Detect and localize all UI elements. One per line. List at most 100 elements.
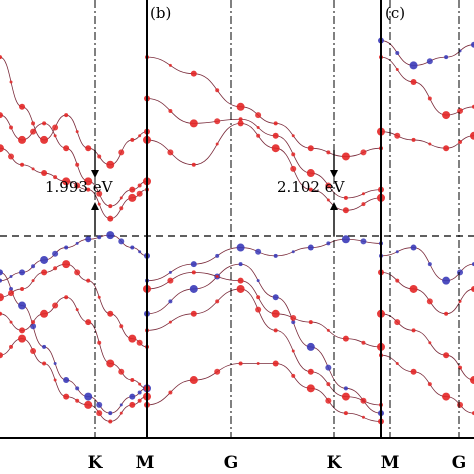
band-point — [457, 107, 464, 114]
band-point — [130, 378, 135, 383]
band-point — [214, 118, 221, 125]
x-tick-label: M — [136, 453, 155, 473]
band-point — [137, 390, 142, 395]
panel-2 — [143, 0, 385, 438]
band-point — [326, 198, 330, 202]
labels-layer: K M 1.993 eV G K 2.102 eV (b) M G (c) — [45, 4, 466, 473]
band-point — [0, 278, 2, 283]
band-point — [271, 144, 280, 153]
band-point — [409, 61, 418, 70]
band-point — [168, 63, 172, 67]
band-point — [444, 55, 449, 60]
band-point — [291, 320, 296, 325]
band-point — [0, 112, 3, 119]
band-point — [86, 278, 91, 283]
band-point — [342, 335, 349, 342]
band-point — [442, 111, 451, 120]
band-point — [426, 298, 433, 305]
band-point — [341, 152, 350, 161]
band-point — [75, 162, 80, 167]
band-point — [325, 182, 332, 189]
band-point — [410, 368, 417, 375]
band-point — [215, 275, 219, 279]
band-point — [306, 342, 315, 351]
x-tick-label: K — [88, 453, 104, 473]
band-point — [106, 160, 115, 169]
band-point — [63, 145, 70, 152]
band-point — [190, 261, 197, 268]
x-tick-label: K — [327, 453, 343, 473]
band-point — [307, 368, 314, 375]
band-point — [255, 112, 262, 119]
band-point — [129, 393, 136, 400]
band-point — [31, 167, 35, 171]
band-line — [380, 247, 474, 282]
band-point — [9, 320, 13, 324]
band-point — [8, 153, 15, 160]
band-point — [97, 340, 102, 345]
band-point — [30, 128, 37, 135]
band-point — [256, 295, 261, 300]
band-point — [190, 310, 197, 317]
band-point — [108, 204, 113, 209]
band-point — [410, 78, 417, 85]
band-point — [189, 284, 198, 293]
band-point — [108, 411, 113, 416]
band-point — [361, 340, 366, 345]
band-point — [9, 125, 14, 130]
band-point — [411, 328, 416, 333]
band-line — [0, 56, 148, 166]
band-point — [129, 401, 136, 408]
band-point — [237, 120, 244, 127]
band-point — [19, 327, 26, 334]
band-point — [236, 243, 245, 252]
band-point — [41, 170, 48, 177]
band-point — [290, 165, 297, 172]
band-point — [9, 80, 13, 84]
band-point — [291, 250, 295, 254]
band-point — [40, 255, 49, 264]
band-point — [63, 393, 70, 400]
band-line — [380, 56, 474, 116]
band-point — [0, 311, 2, 316]
band-point — [308, 187, 313, 192]
band-point — [272, 294, 279, 301]
band-point — [360, 397, 367, 404]
band-point — [470, 376, 474, 385]
band-point — [308, 320, 313, 325]
band-point — [427, 96, 432, 101]
band-point — [189, 119, 198, 128]
band-point — [53, 361, 57, 365]
band-line — [380, 272, 474, 315]
band-point — [96, 190, 103, 197]
band-line — [0, 272, 148, 414]
band-point — [84, 400, 93, 409]
band-point — [255, 248, 262, 255]
band-point — [326, 328, 330, 332]
band-point — [361, 192, 365, 196]
band-point — [138, 134, 142, 138]
band-point — [306, 169, 315, 178]
band-point — [97, 202, 101, 206]
band-point — [85, 236, 92, 243]
band-point — [291, 373, 296, 378]
band-point — [75, 308, 79, 312]
band-point — [96, 401, 103, 408]
band-line — [0, 338, 148, 422]
band-point — [9, 344, 14, 349]
band-point — [256, 361, 260, 365]
band-point — [326, 150, 331, 155]
band-point — [129, 186, 136, 193]
band-point — [395, 68, 399, 72]
band-point — [106, 359, 115, 368]
band-point — [191, 162, 196, 167]
band-point — [130, 245, 135, 250]
gap-arrowhead-down — [330, 170, 338, 178]
band-point — [395, 250, 399, 254]
band-point — [236, 102, 245, 111]
band-point — [40, 135, 49, 144]
band-point — [30, 323, 37, 330]
band-point — [307, 145, 314, 152]
panel-label: (b) — [150, 4, 171, 22]
